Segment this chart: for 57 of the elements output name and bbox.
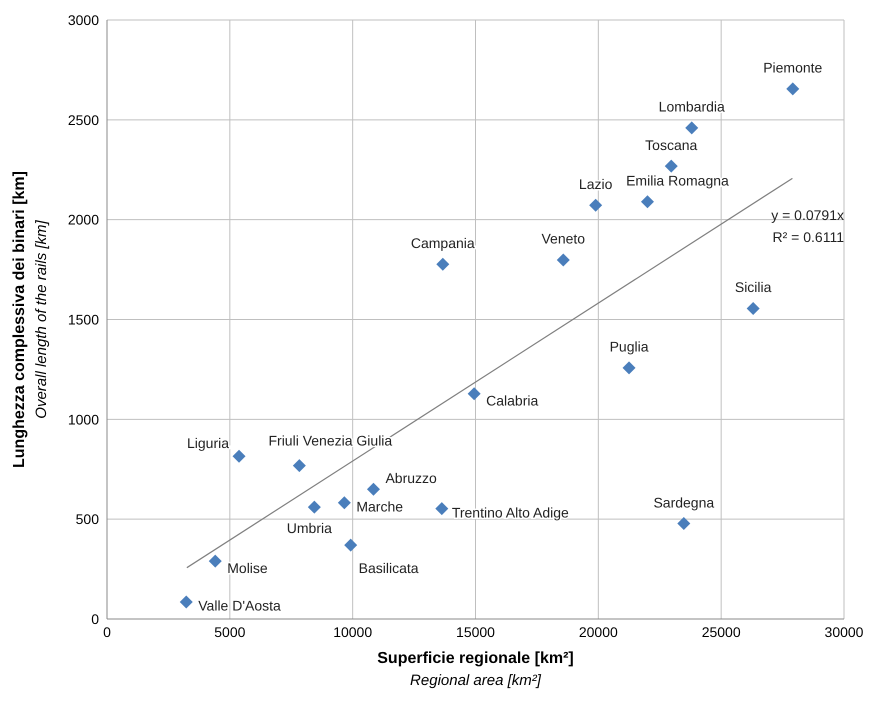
data-label: Umbria [286, 520, 332, 536]
y-tick-label: 3000 [68, 12, 100, 28]
point [746, 302, 760, 316]
point [640, 195, 654, 208]
point [208, 554, 222, 568]
point [292, 459, 306, 472]
point [468, 387, 481, 400]
data-label: Calabria [486, 392, 538, 408]
point [180, 596, 193, 609]
point [677, 517, 690, 530]
data-label: Lazio [578, 176, 613, 192]
data-label: Valle D'Aosta [198, 598, 282, 614]
y-tick-label: 500 [76, 511, 100, 528]
y-tick-label: 2500 [68, 112, 100, 128]
x-axis-title: Superficie regionale [km²] Regional area [km²] [377, 650, 574, 689]
point [435, 502, 448, 516]
data-label: Abruzzo [385, 470, 438, 486]
y-tick-label: 0 [91, 610, 100, 627]
data-label: Sicilia [734, 279, 772, 296]
data-label: Liguria [187, 434, 230, 451]
data-label: Puglia [610, 338, 649, 355]
x-tick-label: 20000 [578, 624, 618, 640]
point [685, 121, 698, 134]
point [338, 496, 351, 510]
x-tick-label: 10000 [333, 624, 372, 640]
data-label: Piemonte [763, 60, 823, 76]
data-label: Marche [356, 498, 404, 514]
point [232, 450, 246, 463]
y-tick-label: 1500 [68, 311, 100, 328]
data-label: Veneto [541, 230, 586, 247]
x-tick-label: 5000 [214, 624, 246, 640]
data-label: Toscana [645, 136, 698, 153]
data-label: Molise [227, 560, 268, 576]
point [556, 254, 570, 266]
x-tick-label: 30000 [824, 624, 864, 640]
point [786, 82, 800, 96]
point [622, 361, 636, 374]
annotation: R² = 0.6111 [772, 228, 844, 247]
data-label: Trentino Alto Adige [452, 504, 570, 520]
data-label: Basilicata [358, 560, 419, 576]
annotation: y = 0.0791x [771, 206, 844, 225]
point [436, 258, 450, 271]
data-label: Lombardia [658, 98, 726, 115]
point [366, 482, 380, 496]
point [344, 538, 358, 552]
data-label: Sardegna [653, 494, 714, 510]
y-axis-title: Lunghezza complessiva dei binari [km] Overall length of the rails [km] [11, 171, 50, 468]
point [589, 198, 602, 212]
x-tick-label: 0 [103, 624, 112, 640]
data-label: Campania [410, 234, 475, 251]
y-tick-label: 2000 [68, 212, 100, 228]
point [664, 160, 678, 173]
x-tick-label: 25000 [702, 624, 741, 640]
y-tick-label: 1000 [68, 411, 100, 428]
data-label: Emilia Romagna [626, 172, 730, 188]
x-tick-label: 15000 [456, 624, 496, 640]
point [308, 500, 321, 514]
